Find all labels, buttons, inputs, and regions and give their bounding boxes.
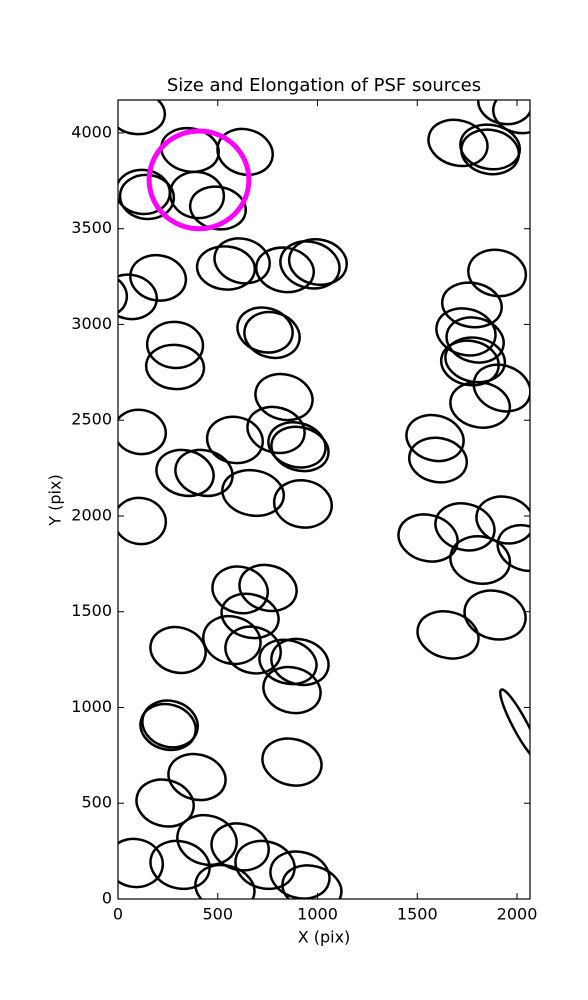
x-tick-label: 1500 <box>397 905 438 924</box>
source-ellipse <box>270 637 330 687</box>
source-ellipse <box>267 421 327 469</box>
source-ellipse <box>205 415 264 465</box>
source-ellipse <box>405 413 465 463</box>
source-ellipse <box>118 100 167 136</box>
source-ellipse <box>210 822 270 872</box>
source-ellipse <box>449 380 512 429</box>
y-axis-label: Y (pix) <box>46 474 65 526</box>
source-ellipse <box>176 813 238 867</box>
source-ellipse <box>445 316 505 364</box>
x-axis-label: X (pix) <box>298 928 351 947</box>
source-ellipse <box>463 589 527 641</box>
source-ellipse <box>216 127 274 177</box>
source-ellipse <box>477 100 530 126</box>
source-ellipse <box>118 273 159 321</box>
source-ellipse <box>281 864 343 899</box>
x-tick-label: 2000 <box>497 905 538 924</box>
source-ellipse <box>118 271 129 319</box>
y-tick-label: 3000 <box>71 314 112 333</box>
source-ellipse <box>118 496 168 546</box>
y-tick-label: 4000 <box>71 122 112 141</box>
source-ellipse <box>254 372 314 422</box>
source-ellipse <box>221 468 286 518</box>
source-ellipse <box>258 638 318 686</box>
y-tick-label: 0 <box>102 889 112 908</box>
source-ellipse <box>243 310 301 360</box>
x-tick-label: 500 <box>202 905 233 924</box>
source-ellipse <box>416 610 480 660</box>
y-tick-label: 1500 <box>71 601 112 620</box>
source-ellipse <box>408 436 469 484</box>
source-ellipse <box>149 839 211 891</box>
source-ellipse <box>449 535 512 585</box>
axes-frame <box>117 99 531 900</box>
source-ellipse <box>141 699 199 749</box>
source-ellipse <box>118 408 168 456</box>
y-tick-label: 1000 <box>71 697 112 716</box>
source-ellipse <box>234 839 296 891</box>
source-ellipse <box>149 625 207 675</box>
source-ellipse <box>498 688 530 762</box>
source-ellipse <box>195 245 257 291</box>
source-ellipse <box>129 253 188 302</box>
source-ellipse <box>435 307 497 357</box>
chart-title: Size and Elongation of PSF sources <box>167 75 481 96</box>
source-ellipse <box>144 343 206 391</box>
source-ellipse <box>220 592 280 640</box>
source-ellipse <box>269 850 331 899</box>
source-ellipse <box>238 563 298 613</box>
plot-area <box>118 100 530 899</box>
source-ellipse <box>202 614 262 666</box>
source-ellipse <box>254 246 315 294</box>
source-ellipse <box>434 502 496 552</box>
y-tick-label: 3500 <box>71 218 112 237</box>
source-ellipse <box>472 363 530 413</box>
highlight-circle <box>146 128 252 232</box>
source-ellipse <box>287 238 348 286</box>
source-ellipse <box>427 118 489 168</box>
source-ellipse <box>397 513 459 563</box>
y-tick-label: 2000 <box>71 505 112 524</box>
source-ellipse <box>211 565 269 615</box>
source-ellipse <box>194 863 256 899</box>
source-ellipse <box>213 237 271 285</box>
y-tick-label: 2500 <box>71 410 112 429</box>
source-ellipse <box>145 320 205 370</box>
source-ellipse <box>135 778 195 828</box>
y-tick-label: 500 <box>81 793 112 812</box>
source-ellipse <box>224 625 282 675</box>
source-ellipse <box>279 240 341 290</box>
source-ellipse <box>496 523 530 572</box>
source-ellipse <box>440 281 503 329</box>
source-ellipse <box>491 100 530 135</box>
source-ellipse <box>270 425 330 473</box>
source-ellipse <box>272 479 333 529</box>
source-ellipse <box>118 837 165 889</box>
source-ellipse <box>236 306 294 354</box>
x-tick-label: 0 <box>113 905 123 924</box>
source-ellipse <box>460 128 521 176</box>
source-ellipse <box>467 248 528 298</box>
x-tick-label: 1000 <box>297 905 338 924</box>
source-ellipse <box>261 737 323 787</box>
source-ellipse <box>174 448 234 498</box>
source-ellipse <box>262 665 322 715</box>
